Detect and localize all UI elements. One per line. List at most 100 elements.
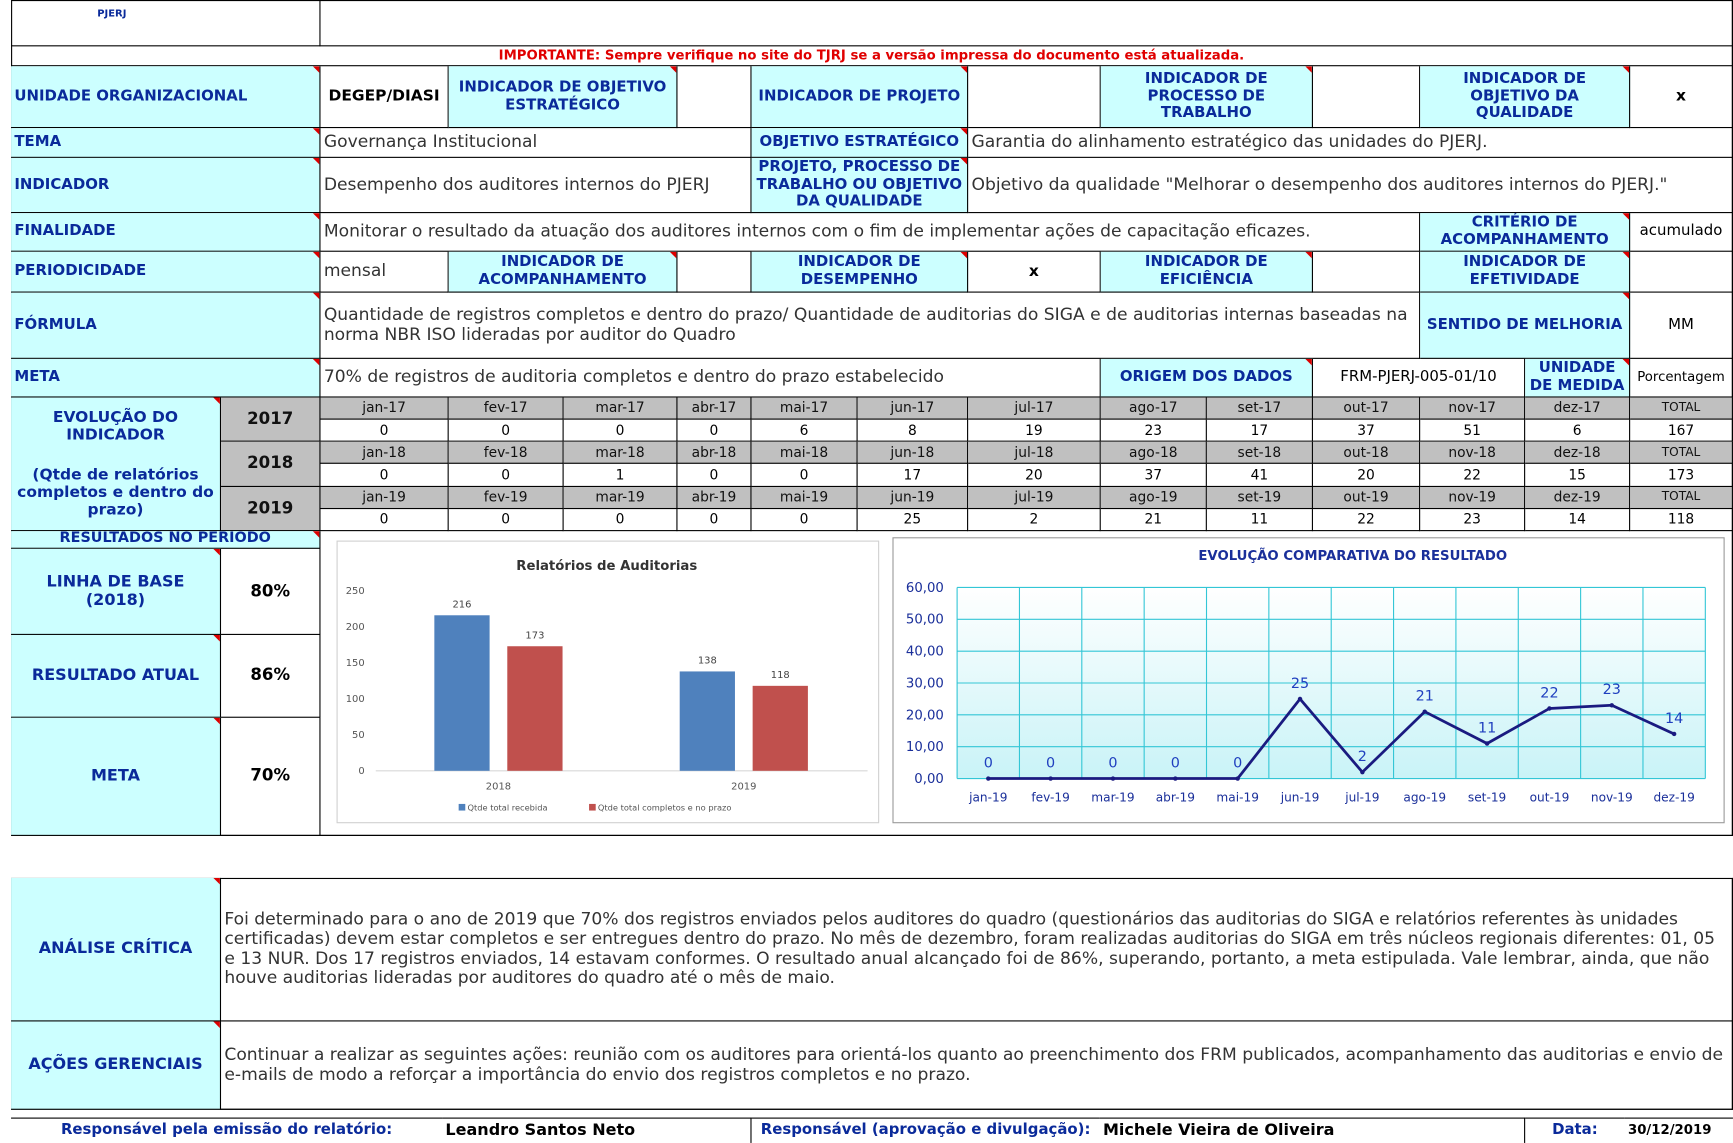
cell: TEMA bbox=[11, 128, 321, 158]
value: 0 bbox=[677, 464, 752, 487]
value: 0 bbox=[563, 419, 678, 443]
footer-field: Responsável pela emissão do relatório: bbox=[11, 1117, 443, 1143]
cell: FÓRMULA bbox=[11, 292, 321, 359]
cell bbox=[1630, 251, 1733, 293]
results-label: RESULTADOS NO PERÍODO bbox=[11, 531, 321, 549]
year: 2017 bbox=[221, 397, 321, 443]
month: mai-19 bbox=[751, 486, 858, 509]
cell bbox=[677, 251, 752, 293]
value: 167 bbox=[1630, 419, 1733, 443]
month: dez-18 bbox=[1525, 442, 1631, 465]
month: ago-19 bbox=[1100, 486, 1207, 509]
value: 2 bbox=[968, 508, 1101, 532]
result-value: 80% bbox=[221, 548, 321, 635]
year: 2018 bbox=[221, 442, 321, 487]
cell: META bbox=[11, 358, 321, 398]
month: fev-17 bbox=[448, 397, 564, 420]
cell: PERIODICIDADE bbox=[11, 251, 321, 293]
month: set-19 bbox=[1206, 486, 1313, 509]
value: 1 bbox=[563, 464, 678, 487]
result-label: LINHA DE BASE (2018) bbox=[11, 548, 222, 635]
value: 0 bbox=[448, 419, 564, 443]
value: 11 bbox=[1206, 508, 1313, 532]
month: dez-17 bbox=[1525, 397, 1631, 420]
footer-field: Responsável (aprovação e divulgação): bbox=[751, 1117, 1100, 1143]
value: 37 bbox=[1100, 464, 1207, 487]
value: 0 bbox=[677, 419, 752, 443]
month: jul-19 bbox=[968, 486, 1101, 509]
value: 51 bbox=[1420, 419, 1526, 443]
value: 6 bbox=[1525, 419, 1631, 443]
month: set-17 bbox=[1206, 397, 1313, 420]
label: EVOLUÇÃO DO INDICADOR bbox=[52, 408, 179, 444]
cell bbox=[1312, 251, 1421, 293]
month: jan-19 bbox=[320, 486, 449, 509]
value: 173 bbox=[1630, 464, 1733, 487]
value: 0 bbox=[320, 508, 449, 532]
cell: Garantia do alinhamento estratégico das … bbox=[968, 128, 1733, 158]
footer-field: 30/12/2019 bbox=[1624, 1117, 1733, 1143]
cell: mensal bbox=[320, 251, 449, 293]
footer-field: Leandro Santos Neto bbox=[442, 1117, 752, 1143]
month: mar-17 bbox=[563, 397, 678, 420]
month: dez-19 bbox=[1525, 486, 1631, 509]
label: (Qtde de relatórios completos e dentro d… bbox=[17, 465, 214, 520]
cell: UNIDADE DE MEDIDA bbox=[1525, 358, 1631, 398]
footer-field: Michele Vieira de Oliveira bbox=[1099, 1117, 1526, 1143]
value: 0 bbox=[677, 508, 752, 532]
value: 0 bbox=[320, 464, 449, 487]
cell: INDICADOR DE EFICIÊNCIA bbox=[1100, 251, 1313, 293]
month: mar-18 bbox=[563, 442, 678, 465]
cell: INDICADOR DE DESEMPENHO bbox=[751, 251, 969, 293]
month: TOTAL bbox=[1630, 397, 1733, 420]
cell: Governança Institucional bbox=[320, 128, 752, 158]
cell: SENTIDO DE MELHORIA bbox=[1420, 292, 1631, 359]
cell: 70% de registros de auditoria completos … bbox=[320, 358, 1101, 398]
analysis-text: Foi determinado para o ano de 2019 que 7… bbox=[221, 877, 1733, 1022]
value: 8 bbox=[857, 419, 969, 443]
month: TOTAL bbox=[1630, 486, 1733, 509]
value: 21 bbox=[1100, 508, 1207, 532]
month: abr-18 bbox=[677, 442, 752, 465]
cell: MM bbox=[1630, 292, 1733, 359]
value: 37 bbox=[1312, 419, 1421, 443]
value: 17 bbox=[1206, 419, 1313, 443]
value: 0 bbox=[751, 508, 858, 532]
value: 41 bbox=[1206, 464, 1313, 487]
month: jun-17 bbox=[857, 397, 969, 420]
cell: Desempenho dos auditores internos do PJE… bbox=[320, 157, 752, 214]
cell: PROJETO, PROCESSO DE TRABALHO OU OBJETIV… bbox=[751, 157, 969, 214]
month: jul-18 bbox=[968, 442, 1101, 465]
value: 0 bbox=[751, 464, 858, 487]
value: 0 bbox=[448, 508, 564, 532]
result-value: 86% bbox=[221, 634, 321, 718]
cell: ORIGEM DOS DADOS bbox=[1100, 358, 1313, 398]
month: fev-19 bbox=[448, 486, 564, 509]
chart-area bbox=[320, 531, 1733, 836]
month: nov-19 bbox=[1420, 486, 1526, 509]
footer-field: Data: bbox=[1525, 1117, 1625, 1143]
analysis-text: Continuar a realizar as seguintes ações:… bbox=[221, 1021, 1733, 1110]
cell: INDICADOR DE PROJETO bbox=[751, 66, 969, 129]
month: jul-17 bbox=[968, 397, 1101, 420]
value: 0 bbox=[563, 508, 678, 532]
value: 14 bbox=[1525, 508, 1631, 532]
value: 23 bbox=[1100, 419, 1207, 443]
month: out-19 bbox=[1312, 486, 1421, 509]
value: 23 bbox=[1420, 508, 1526, 532]
cell: acumulado bbox=[1630, 213, 1733, 252]
result-value: 70% bbox=[221, 717, 321, 836]
cell: INDICADOR DE EFETIVIDADE bbox=[1420, 251, 1631, 293]
year: 2019 bbox=[221, 486, 321, 532]
cell: INDICADOR bbox=[11, 157, 321, 214]
analysis-label: AÇÕES GERENCIAIS bbox=[11, 1021, 222, 1110]
value: 6 bbox=[751, 419, 858, 443]
month: jan-18 bbox=[320, 442, 449, 465]
cell: Quantidade de registros completos e dent… bbox=[320, 292, 1421, 359]
value: 118 bbox=[1630, 508, 1733, 532]
cell: Porcentagem bbox=[1630, 358, 1733, 398]
month: out-18 bbox=[1312, 442, 1421, 465]
month: set-18 bbox=[1206, 442, 1313, 465]
month: nov-18 bbox=[1420, 442, 1526, 465]
